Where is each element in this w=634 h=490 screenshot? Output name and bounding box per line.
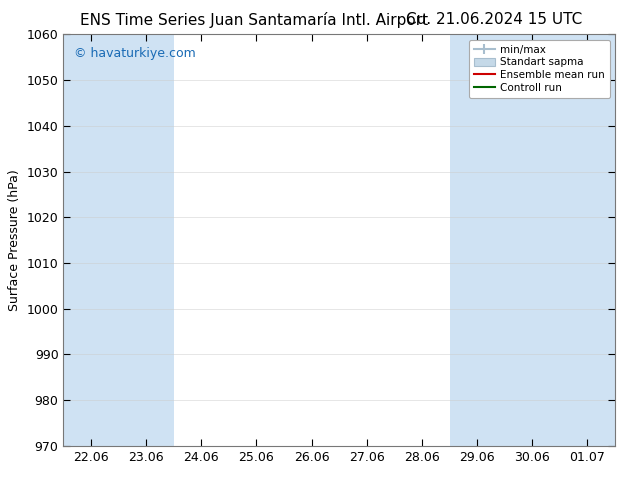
Text: Cu. 21.06.2024 15 UTC: Cu. 21.06.2024 15 UTC — [406, 12, 583, 27]
Bar — [450, 34, 615, 446]
Text: ENS Time Series Juan Santamaría Intl. Airport: ENS Time Series Juan Santamaría Intl. Ai… — [79, 12, 428, 28]
Text: © havaturkiye.com: © havaturkiye.com — [74, 47, 196, 60]
Y-axis label: Surface Pressure (hPa): Surface Pressure (hPa) — [8, 169, 21, 311]
Legend: min/max, Standart sapma, Ensemble mean run, Controll run: min/max, Standart sapma, Ensemble mean r… — [469, 40, 610, 98]
Bar — [63, 34, 174, 446]
